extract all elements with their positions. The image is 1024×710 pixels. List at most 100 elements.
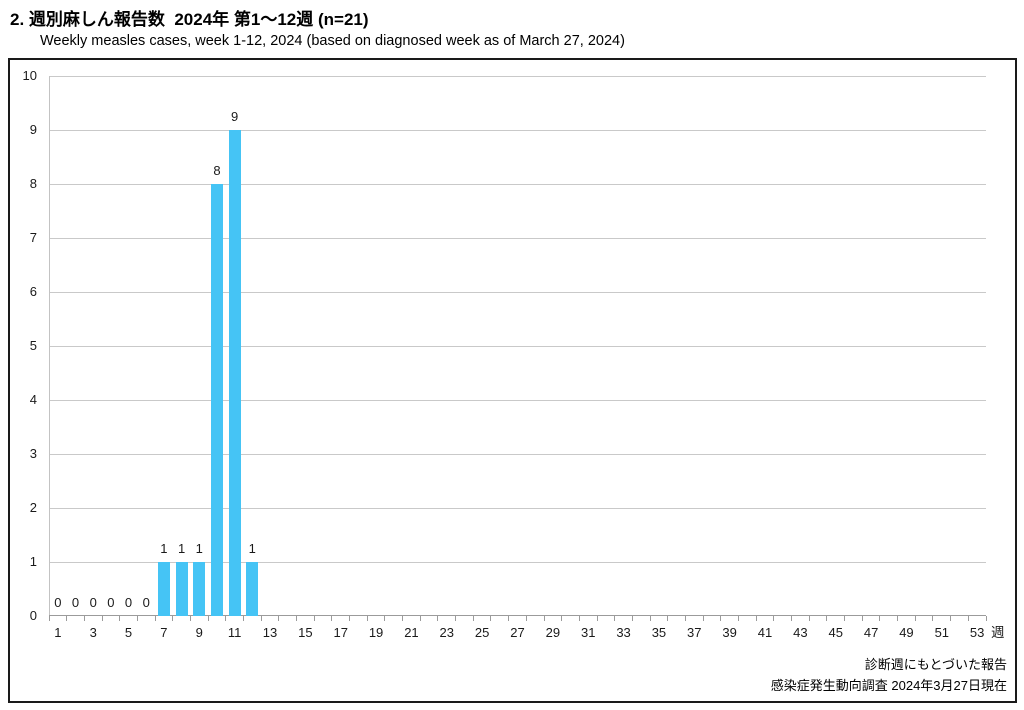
bar-week-9 — [193, 562, 206, 616]
x-axis-tick — [702, 616, 704, 621]
x-axis-unit-label: 週 — [991, 625, 1005, 640]
y-axis-tick-label: 2 — [29, 500, 37, 515]
y-axis-tick-label: 8 — [29, 176, 37, 191]
x-axis-tick — [755, 616, 757, 621]
y-axis-tick-label: 10 — [22, 68, 37, 83]
x-axis-tick — [844, 616, 846, 621]
x-axis-tick — [808, 616, 810, 621]
x-axis-tick — [861, 616, 863, 621]
y-axis-tick-label: 9 — [29, 122, 37, 137]
x-axis-tick — [313, 616, 315, 621]
y-axis-tick-label: 3 — [29, 446, 37, 461]
x-axis-tick — [172, 616, 174, 621]
y-axis-tick-label: 5 — [29, 338, 37, 353]
x-axis-tick — [490, 616, 492, 621]
x-axis-tick — [66, 616, 68, 621]
x-axis-tick — [914, 616, 916, 621]
x-axis-tick-label: 23 — [439, 625, 455, 640]
x-axis-tick — [667, 616, 669, 621]
bar-value-label-week-8: 1 — [177, 541, 186, 556]
x-axis-tick — [826, 616, 828, 621]
x-axis-tick-label: 43 — [793, 625, 808, 640]
x-axis-tick-label: 25 — [474, 625, 490, 640]
bar-value-label-week-7: 1 — [160, 541, 168, 556]
y-axis-tick-label: 1 — [29, 554, 37, 569]
bar-week-12 — [246, 562, 259, 616]
x-axis-tick — [154, 616, 156, 621]
x-axis-tick — [207, 616, 209, 621]
x-axis-tick-label: 21 — [404, 625, 419, 640]
x-axis-tick-label: 17 — [333, 625, 348, 640]
y-axis-tick-label: 4 — [29, 392, 37, 407]
x-axis-tick — [437, 616, 439, 621]
gridline-y-8 — [49, 183, 986, 185]
x-axis-tick — [737, 616, 739, 621]
gridline-y-9 — [49, 129, 986, 131]
y-axis-line — [49, 76, 50, 616]
bar-value-label-week-1: 0 — [54, 595, 62, 610]
x-axis-tick — [366, 616, 368, 621]
bar-value-label-week-10: 8 — [213, 163, 221, 178]
chart-title: 2. 週別麻しん報告数 2024年 第1～12週 (n=21) — [10, 10, 369, 29]
x-axis-tick — [296, 616, 297, 621]
x-axis-tick — [83, 616, 85, 621]
x-axis-tick-label: 39 — [722, 625, 737, 640]
x-axis-tick-label: 27 — [510, 625, 525, 640]
x-axis-line — [49, 615, 986, 616]
x-axis-tick — [472, 616, 474, 621]
y-axis-tick-label: 6 — [29, 284, 37, 299]
x-axis-tick-label: 9 — [195, 625, 203, 640]
bar-value-label-week-4: 0 — [107, 595, 115, 610]
x-axis-tick — [349, 616, 351, 621]
x-axis-tick — [384, 616, 386, 621]
footer-note-surveillance-date: 感染症発生動向調査 2024年3月27日現在 — [770, 678, 1007, 693]
x-axis-tick — [791, 616, 793, 621]
x-axis-tick — [879, 616, 881, 621]
x-axis-tick — [331, 616, 333, 621]
chart-footer: 診断週にもとづいた報告 感染症発生動向調査 2024年3月27日現在 — [771, 654, 1007, 696]
x-axis-tick — [455, 616, 457, 621]
gridline-y-2 — [49, 507, 986, 509]
x-axis-tick — [119, 616, 121, 621]
x-axis-tick — [525, 616, 527, 621]
gridline-y-10 — [49, 75, 986, 77]
gridline-y-7 — [49, 237, 986, 239]
y-axis-tick-label: 0 — [29, 608, 37, 623]
bar-value-label-week-11: 9 — [231, 109, 239, 124]
x-axis-tick — [649, 616, 651, 621]
x-axis-tick — [242, 616, 244, 621]
x-axis-tick — [985, 616, 987, 621]
x-axis-tick — [189, 616, 191, 621]
bar-value-label-week-12: 1 — [248, 541, 256, 556]
x-axis-tick-label: 29 — [545, 625, 561, 640]
x-axis-tick — [596, 616, 598, 621]
x-axis-tick-label: 33 — [616, 625, 631, 640]
bar-week-10 — [210, 184, 223, 616]
x-axis-tick — [543, 616, 545, 621]
x-axis-tick-label: 3 — [89, 625, 97, 640]
x-axis-tick — [278, 616, 280, 621]
x-axis-tick-label: 45 — [828, 625, 843, 640]
x-axis-tick-label: 37 — [687, 625, 702, 640]
gridline-y-5 — [49, 345, 986, 347]
gridline-y-6 — [49, 291, 986, 293]
x-axis-tick-label: 7 — [160, 625, 168, 640]
x-axis-tick — [225, 616, 227, 621]
x-axis-tick — [508, 616, 510, 621]
x-axis-tick-label: 19 — [368, 625, 384, 640]
x-axis-tick — [561, 616, 563, 621]
gridline-y-1 — [49, 561, 986, 563]
x-axis-tick — [631, 616, 633, 621]
x-axis-tick — [48, 616, 50, 621]
bar-value-label-week-3: 0 — [89, 595, 97, 610]
x-axis-tick — [950, 616, 952, 621]
plot-area: 0 1 2 3 4 5 6 7 8 9 10 1 3 5 7 9 11 13 15 17 19 21 23 25 27 29 31 3… — [23, 68, 987, 640]
footer-note-diagnosed-week: 診断週にもとづいた報告 — [864, 657, 1007, 672]
gridline-y-3 — [49, 453, 986, 455]
x-axis-tick — [932, 616, 934, 621]
x-axis-tick — [260, 616, 262, 621]
bar-value-label-week-2: 0 — [71, 595, 80, 610]
x-axis-tick-label: 31 — [580, 625, 596, 640]
x-axis-tick — [578, 616, 580, 621]
